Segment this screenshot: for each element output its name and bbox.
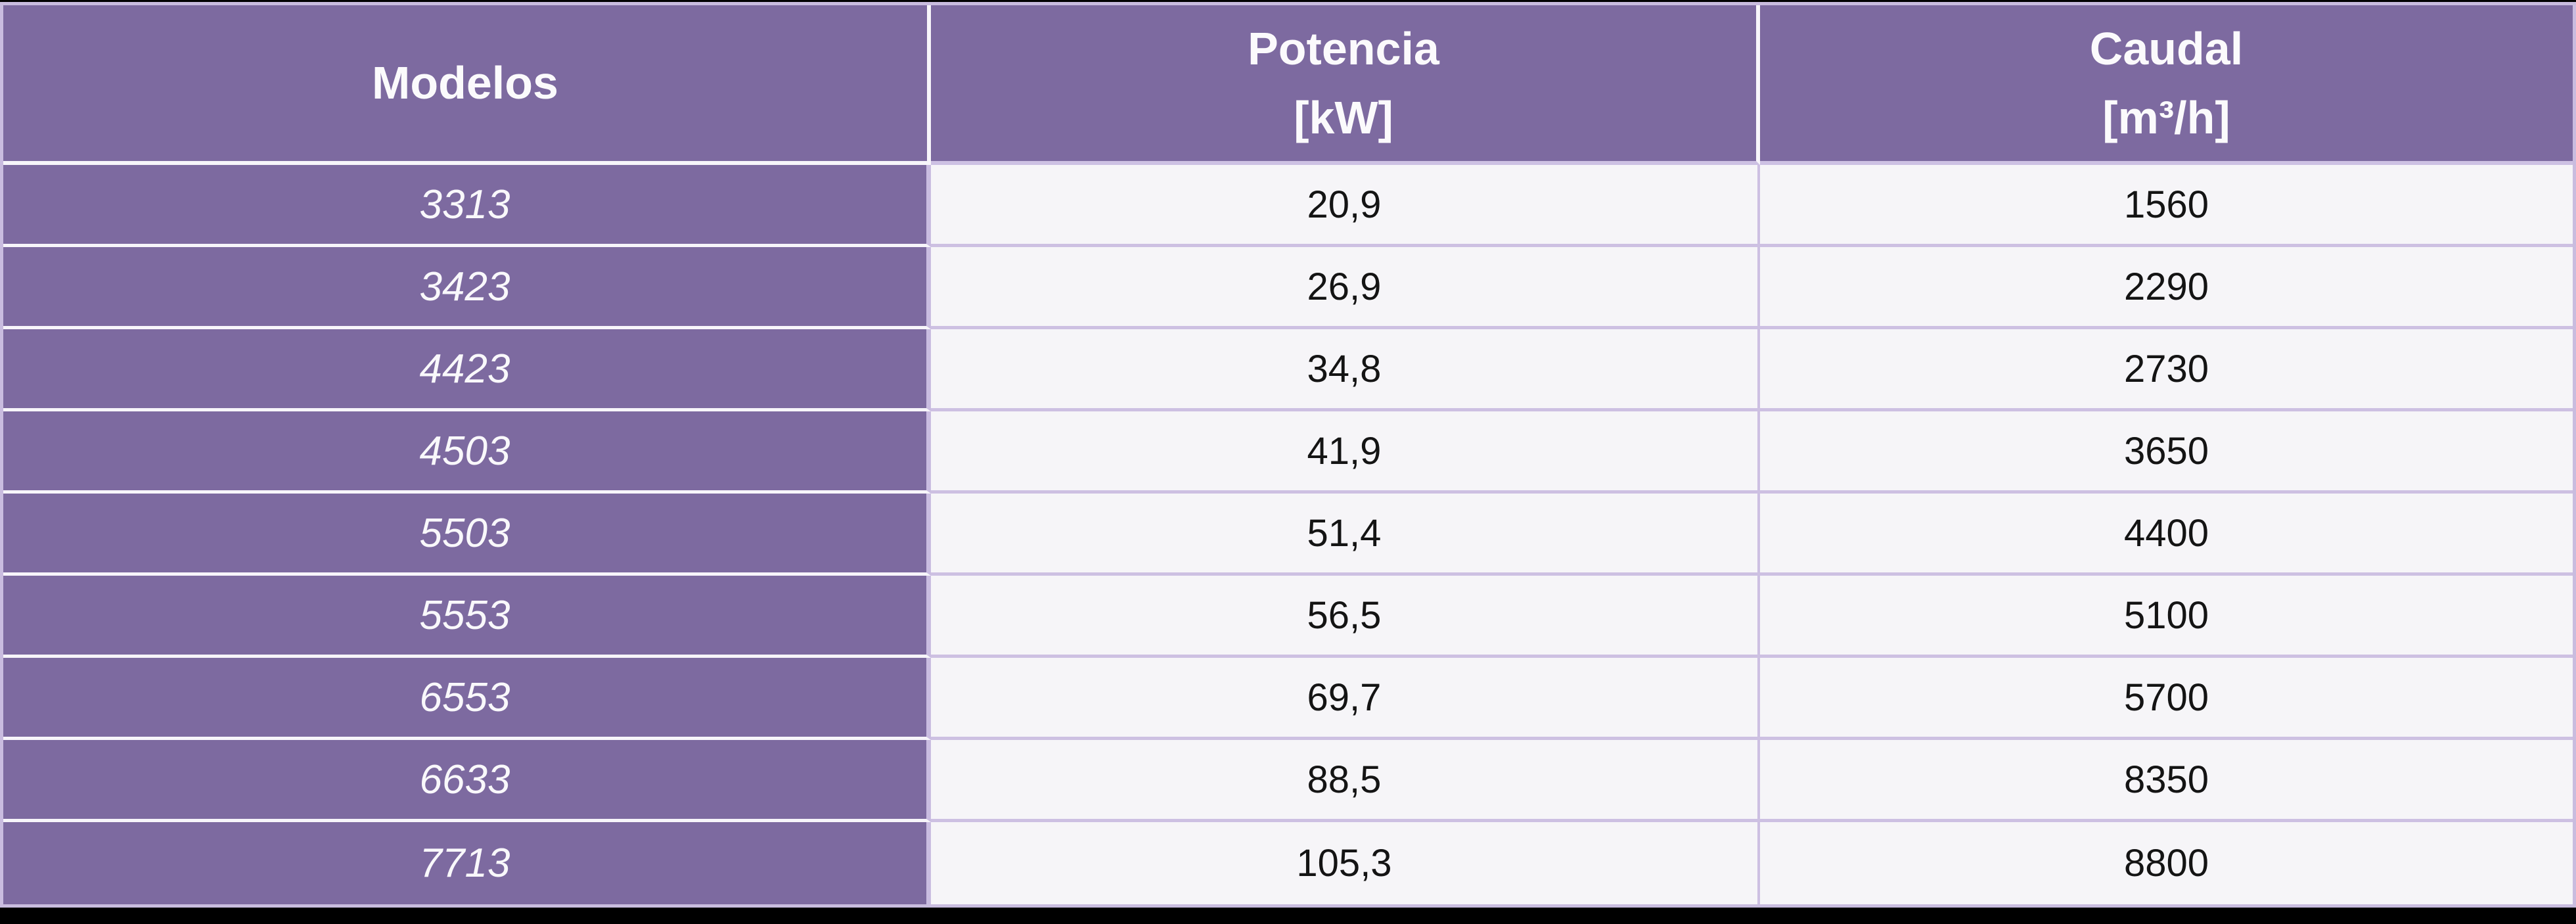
caudal-cell: 8350 [1760,740,2573,822]
potencia-cell: 105,3 [931,822,1760,904]
model-cell: 7713 [3,822,931,904]
caudal-cell: 2290 [1760,247,2573,329]
potencia-cell: 34,8 [931,329,1760,411]
model-cell: 5553 [3,576,931,658]
model-cell: 4423 [3,329,931,411]
caudal-cell: 5700 [1760,658,2573,740]
header-label-caudal: Caudal [2089,22,2244,74]
header-label-potencia: Potencia [1248,22,1439,74]
caudal-cell: 3650 [1760,411,2573,494]
model-cell: 3423 [3,247,931,329]
header-cell-modelos: Modelos [3,5,931,165]
potencia-cell: 69,7 [931,658,1760,740]
potencia-cell: 88,5 [931,740,1760,822]
potencia-cell: 51,4 [931,494,1760,576]
caudal-cell: 8800 [1760,822,2573,904]
caudal-cell: 4400 [1760,494,2573,576]
caudal-cell: 5100 [1760,576,2573,658]
bottom-black-bar [0,908,2576,924]
model-cell: 6633 [3,740,931,822]
potencia-cell: 26,9 [931,247,1760,329]
header-unit-potencia: [kW] [1294,91,1393,143]
potencia-cell: 20,9 [931,165,1760,247]
header-cell-caudal: Caudal [m³/h] [1760,5,2573,165]
caudal-cell: 1560 [1760,165,2573,247]
header-unit-caudal: [m³/h] [2102,91,2230,143]
model-cell: 6553 [3,658,931,740]
potencia-cell: 41,9 [931,411,1760,494]
potencia-cell: 56,5 [931,576,1760,658]
model-cell: 5503 [3,494,931,576]
header-cell-potencia: Potencia [kW] [931,5,1760,165]
header-label-modelos: Modelos [372,57,558,108]
caudal-cell: 2730 [1760,329,2573,411]
model-cell: 4503 [3,411,931,494]
model-cell: 3313 [3,165,931,247]
